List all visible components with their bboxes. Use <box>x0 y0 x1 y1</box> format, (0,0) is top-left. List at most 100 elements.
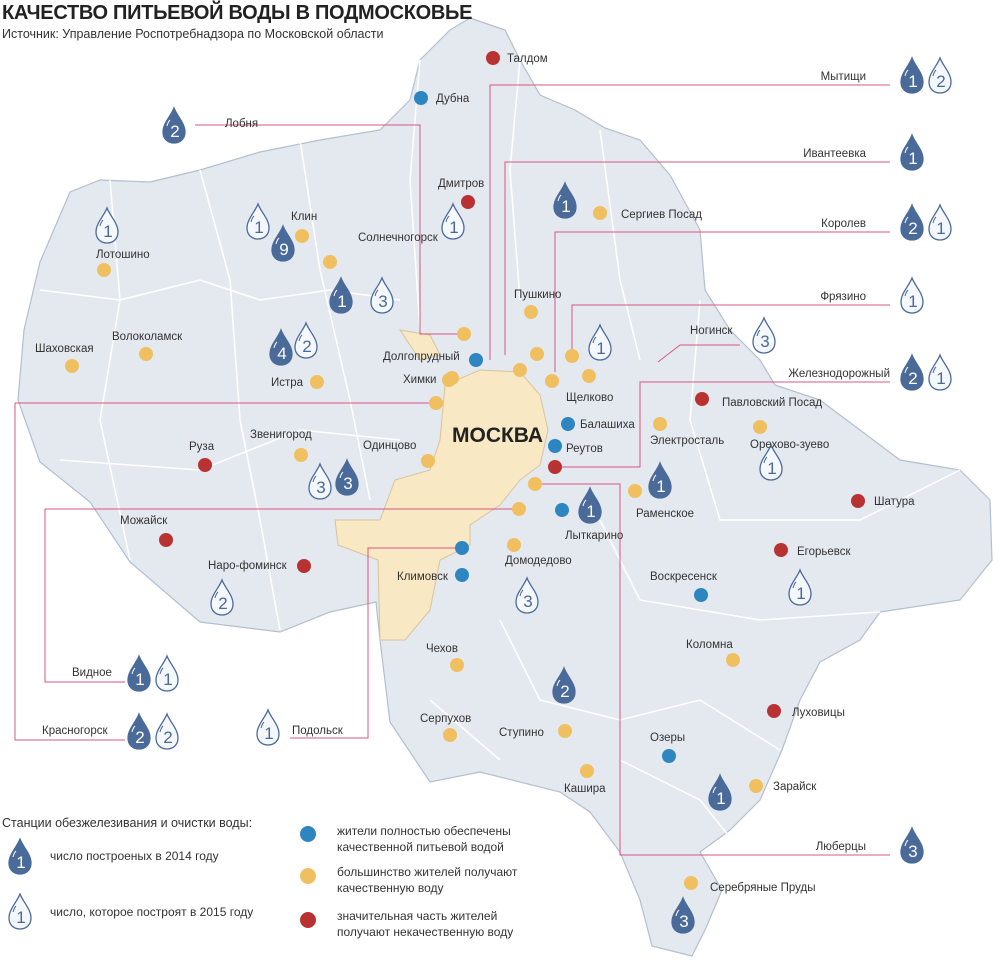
city-label: Серпухов <box>420 713 471 725</box>
city-dot[interactable] <box>582 369 596 383</box>
drop-outline-icon: 3 <box>308 462 332 500</box>
city-dot[interactable] <box>749 779 763 793</box>
drop-filled-icon: 3 <box>671 896 695 934</box>
legend-poor: значительная часть жителей получают нека… <box>337 909 514 939</box>
city-label: Реутов <box>566 443 603 455</box>
drop-count: 1 <box>264 724 273 743</box>
city-dot[interactable] <box>513 363 527 377</box>
drop-count: 2 <box>908 219 917 238</box>
drop-filled-icon: 1 <box>8 838 32 875</box>
city-dot[interactable] <box>159 533 173 547</box>
drop-outline-icon: 2 <box>294 321 318 359</box>
drop-outline-icon: 3 <box>752 316 776 354</box>
city-label: Климовск <box>397 571 449 583</box>
callout-label: Лобня <box>225 118 258 130</box>
drop-count: 1 <box>716 789 725 808</box>
drop-count: 2 <box>936 72 945 91</box>
city-dot[interactable] <box>294 448 308 462</box>
city-dot[interactable] <box>310 375 324 389</box>
city-dot[interactable] <box>695 392 709 406</box>
legend-most: большинство жителей получают качественну… <box>337 865 518 895</box>
city-dot[interactable] <box>97 263 111 277</box>
city-dot[interactable] <box>139 347 153 361</box>
city-dot[interactable] <box>414 91 428 105</box>
drop-count: 1 <box>908 149 917 168</box>
city-label: Орехово-зуево <box>750 439 829 451</box>
city-label: Можайск <box>120 515 168 527</box>
city-dot[interactable] <box>323 255 337 269</box>
city-dot[interactable] <box>628 484 642 498</box>
city-dot[interactable] <box>512 502 526 516</box>
city-dot[interactable] <box>450 658 464 672</box>
city-label: Зарайск <box>773 781 817 793</box>
city-dot[interactable] <box>461 195 475 209</box>
drop-count: 1 <box>908 292 917 311</box>
city-dot[interactable] <box>555 503 569 517</box>
drop-outline-icon: 1 <box>256 708 280 746</box>
city-dot[interactable] <box>443 728 457 742</box>
drop-outline-icon: 1 <box>928 353 952 391</box>
city-dot[interactable] <box>486 51 500 65</box>
city-dot[interactable] <box>694 588 708 602</box>
city-label: Домодедово <box>505 555 572 567</box>
drop-count: 2 <box>135 728 144 747</box>
city-dot[interactable] <box>851 494 865 508</box>
callout-line <box>657 344 740 363</box>
drop-filled-icon: 9 <box>271 224 295 262</box>
city-dot[interactable] <box>455 568 469 582</box>
drop-filled-icon: 4 <box>269 328 293 366</box>
callout-line <box>195 124 464 335</box>
city-dot[interactable] <box>753 420 767 434</box>
callout-label: Фрязино <box>820 291 866 303</box>
city-dot[interactable] <box>684 876 698 890</box>
source-note: Источник: Управление Роспотребнадзора по… <box>2 27 384 41</box>
city-label: Электросталь <box>650 435 724 447</box>
city-dot[interactable] <box>469 353 483 367</box>
city-label: Серебряные Пруды <box>710 882 816 894</box>
city-dot[interactable] <box>558 724 572 738</box>
city-dot[interactable] <box>548 439 562 453</box>
city-dot[interactable] <box>457 327 471 341</box>
city-dot[interactable] <box>429 396 443 410</box>
city-dot[interactable] <box>774 543 788 557</box>
moscow-city-area <box>334 369 549 641</box>
drop-outline-icon: 1 <box>759 443 783 481</box>
drop-filled-icon: 1 <box>648 461 672 499</box>
drop-count: 1 <box>254 218 263 237</box>
callout-label: Железнодорожный <box>788 368 890 380</box>
city-dot[interactable] <box>593 206 607 220</box>
city-label: Талдом <box>507 53 548 65</box>
city-dot[interactable] <box>565 349 579 363</box>
city-label: Щелково <box>566 392 613 404</box>
city-dot[interactable] <box>528 477 542 491</box>
city-dot[interactable] <box>548 460 562 474</box>
city-dot[interactable] <box>295 229 309 243</box>
drop-count: 1 <box>135 670 144 689</box>
city-label: Лотошино <box>96 249 150 261</box>
callout-line <box>555 381 890 468</box>
city-label: Химки <box>403 374 436 386</box>
city-dot[interactable] <box>198 458 212 472</box>
city-dot[interactable] <box>297 559 311 573</box>
city-dot[interactable] <box>445 371 459 385</box>
city-dot[interactable] <box>545 374 559 388</box>
city-dot[interactable] <box>662 749 676 763</box>
city-dot[interactable] <box>524 305 538 319</box>
city-dot[interactable] <box>561 417 575 431</box>
city-dot[interactable] <box>455 541 469 555</box>
city-dot[interactable] <box>65 359 79 373</box>
city-dot[interactable] <box>767 704 781 718</box>
city-dot[interactable] <box>653 417 667 431</box>
city-dot[interactable] <box>726 653 740 667</box>
city-dot[interactable] <box>507 538 521 552</box>
city-label: Волоколамск <box>112 331 183 343</box>
drop-outline-icon: 1 <box>155 654 179 692</box>
city-label: Пушкино <box>514 289 561 301</box>
drop-outline-icon: 1 <box>246 202 270 240</box>
callout-line <box>44 508 519 683</box>
drop-filled-icon: 2 <box>900 203 924 241</box>
city-dot[interactable] <box>530 347 544 361</box>
city-dot[interactable] <box>421 454 435 468</box>
city-dot[interactable] <box>580 764 594 778</box>
